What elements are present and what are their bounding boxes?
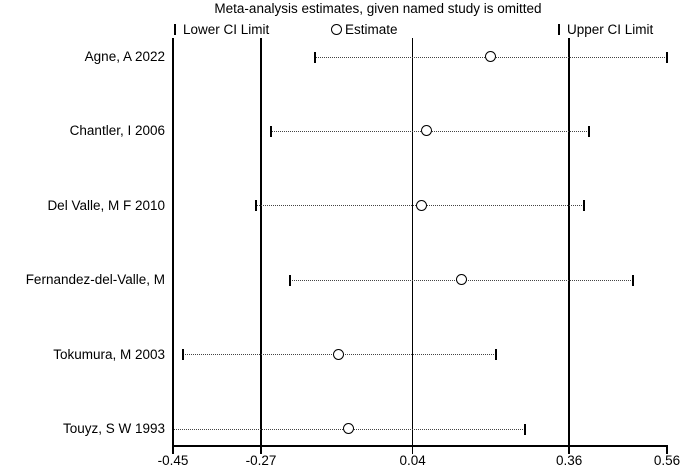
x-tick [568,446,570,454]
ci-upper-cap [666,51,668,63]
chart-title: Meta-analysis estimates, given named stu… [214,1,542,16]
legend-item-estimate: Estimate [331,21,398,37]
estimate-marker [416,199,428,211]
legend-upper-ci-label: Upper CI Limit [567,21,654,37]
ci-upper-cap [631,274,634,286]
legend-estimate-label: Estimate [345,21,398,37]
study-row-label: Agne, A 2022 [84,49,165,64]
estimate-marker [421,125,433,137]
x-tick [411,446,414,454]
reference-line-overall-upper [568,38,570,445]
x-tick [172,446,174,454]
study-row-label: Fernandez-del-Valle, M [25,272,165,288]
y-axis-line [172,38,174,445]
ci-lower-cap [289,274,292,286]
ci-lower-cap [172,423,174,435]
study-row-label: Chantler, I 2006 [69,123,165,139]
reference-line-overall-estimate [411,38,414,445]
estimate-circle-icon [331,23,342,35]
x-tick [666,446,668,454]
ci-upper-cap [587,125,590,137]
estimate-marker [333,348,345,360]
ci-lower-cap [313,51,316,63]
x-tick-label: -0.27 [245,453,277,468]
ci-upper-cap [494,349,497,361]
study-row-label: Tokumura, M 2003 [53,346,165,362]
ci-upper-cap [582,200,585,212]
x-tick-label: 0.56 [653,453,681,468]
x-tick [260,446,262,454]
legend-item-upper-ci: Upper CI Limit [558,21,653,37]
x-tick-label: -0.45 [157,453,189,468]
x-tick-label: 0.36 [556,453,583,468]
legend-item-lower-ci: Lower CI Limit [174,21,269,37]
estimate-marker [484,51,496,62]
legend-lower-ci-label: Lower CI Limit [183,21,270,37]
ci-upper-cap [524,423,527,435]
upper-ci-cap-icon [558,23,560,35]
x-tick-label: 0.04 [399,453,426,468]
reference-line-overall-lower [260,38,262,445]
study-row-label: Del Valle, M F 2010 [47,197,165,213]
ci-lower-cap [181,349,184,361]
estimate-marker [455,274,467,286]
lower-ci-cap-icon [174,23,176,35]
ci-lower-cap [255,200,258,212]
study-row-label: Touyz, S W 1993 [62,421,165,436]
ci-lower-cap [269,125,272,137]
estimate-marker [343,423,355,434]
x-axis-line [172,445,668,447]
